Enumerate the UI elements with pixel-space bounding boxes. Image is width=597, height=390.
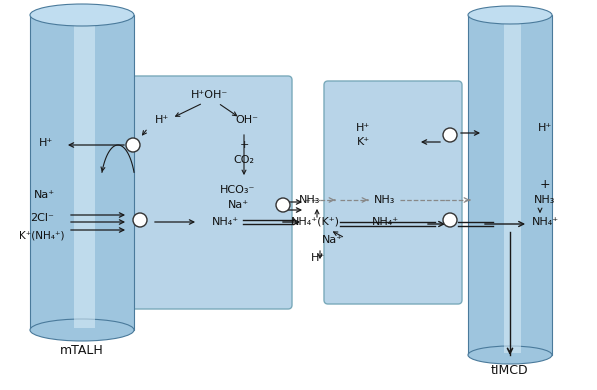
Polygon shape — [74, 17, 95, 328]
Text: tIMCD: tIMCD — [491, 363, 529, 376]
Text: H⁺: H⁺ — [356, 123, 370, 133]
Circle shape — [443, 213, 457, 227]
Circle shape — [126, 138, 140, 152]
Text: OH⁻: OH⁻ — [235, 115, 259, 125]
Ellipse shape — [468, 6, 552, 24]
Text: NH₃: NH₃ — [374, 195, 396, 205]
Text: HCO₃⁻: HCO₃⁻ — [220, 185, 256, 195]
Circle shape — [443, 128, 457, 142]
Polygon shape — [504, 17, 521, 353]
Text: NH₄⁺: NH₄⁺ — [531, 217, 559, 227]
Text: H⁺: H⁺ — [538, 123, 552, 133]
Text: NH₃: NH₃ — [534, 195, 556, 205]
Polygon shape — [468, 15, 552, 355]
Text: Na⁺: Na⁺ — [322, 235, 343, 245]
Text: H⁺: H⁺ — [311, 253, 325, 263]
Text: mTALH: mTALH — [60, 344, 104, 356]
Text: 2Cl⁻: 2Cl⁻ — [30, 213, 54, 223]
Text: K⁺(NH₄⁺): K⁺(NH₄⁺) — [19, 230, 64, 240]
Circle shape — [133, 213, 147, 227]
Text: H⁺: H⁺ — [39, 138, 53, 148]
FancyBboxPatch shape — [124, 76, 292, 309]
Text: H⁺: H⁺ — [155, 115, 169, 125]
Ellipse shape — [468, 346, 552, 364]
Circle shape — [276, 198, 290, 212]
Text: NH₄⁺(K⁺): NH₄⁺(K⁺) — [291, 217, 340, 227]
FancyBboxPatch shape — [324, 81, 462, 304]
Text: +: + — [239, 140, 249, 150]
Text: Na⁺: Na⁺ — [227, 200, 248, 210]
Text: Na⁺: Na⁺ — [33, 190, 54, 200]
Text: H⁺OH⁻: H⁺OH⁻ — [192, 90, 229, 100]
Text: K⁺: K⁺ — [356, 137, 370, 147]
Ellipse shape — [30, 4, 134, 26]
Polygon shape — [30, 15, 134, 330]
Ellipse shape — [30, 319, 134, 341]
Text: CO₂: CO₂ — [233, 155, 254, 165]
Text: NH₄⁺: NH₄⁺ — [371, 217, 399, 227]
Text: +: + — [540, 179, 550, 191]
Text: NH₄⁺: NH₄⁺ — [211, 217, 239, 227]
Text: NH₃: NH₃ — [299, 195, 321, 205]
